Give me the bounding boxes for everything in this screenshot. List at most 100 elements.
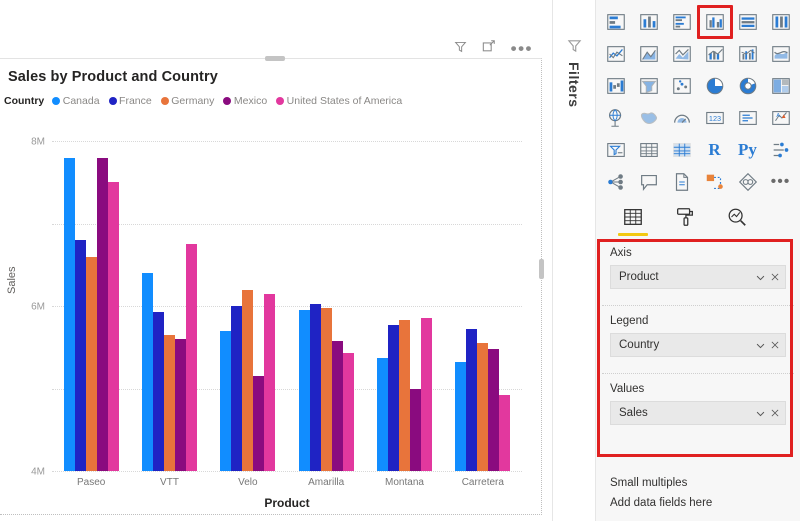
q-and-a-icon[interactable] <box>635 168 663 196</box>
bar[interactable] <box>420 318 432 471</box>
bar[interactable] <box>499 394 511 471</box>
bar[interactable] <box>466 328 478 471</box>
scatter-chart-icon[interactable] <box>668 72 696 100</box>
gauge-icon[interactable] <box>668 104 696 132</box>
field-wells[interactable]: Axis Product Legend Country Values Sales <box>596 238 800 425</box>
key-influencers-icon[interactable] <box>767 136 795 164</box>
filters-pane-collapsed[interactable]: Filters <box>552 0 596 521</box>
python-visual-icon[interactable]: Py <box>738 140 757 159</box>
map-icon[interactable] <box>602 104 630 132</box>
chart-legend[interactable]: Country Canada France Germany Mexico United … <box>4 95 407 107</box>
bar[interactable] <box>220 330 232 471</box>
more-options-icon[interactable]: ••• <box>510 38 533 58</box>
area-chart-icon[interactable] <box>635 40 663 68</box>
filled-map-icon[interactable] <box>635 104 663 132</box>
pane-tabs[interactable] <box>596 196 800 238</box>
donut-chart-icon[interactable] <box>734 72 762 100</box>
legend-item[interactable]: Mexico <box>223 95 267 107</box>
slicer-icon[interactable] <box>602 136 630 164</box>
focus-mode-icon[interactable] <box>482 39 496 58</box>
line-and-stacked-column-chart-icon[interactable] <box>701 40 729 68</box>
bar[interactable] <box>331 341 343 471</box>
chevron-down-icon[interactable] <box>755 340 766 351</box>
table-icon[interactable] <box>635 136 663 164</box>
bar[interactable] <box>141 273 153 471</box>
paginated-report-icon[interactable] <box>701 168 729 196</box>
bar[interactable] <box>298 310 310 471</box>
line-and-clustered-column-chart-icon[interactable] <box>734 40 762 68</box>
clustered-column-chart-visual[interactable]: ••• Sales by Product and Country Country… <box>0 40 544 515</box>
bar[interactable] <box>409 388 421 471</box>
resize-handle-top[interactable] <box>265 56 285 61</box>
funnel-chart-icon[interactable] <box>635 72 663 100</box>
close-icon[interactable] <box>770 340 780 350</box>
bar[interactable] <box>477 343 489 471</box>
100-percent-stacked-bar-chart-icon[interactable] <box>734 8 762 36</box>
bar-groups[interactable] <box>52 141 522 471</box>
bar[interactable] <box>398 320 410 471</box>
treemap-icon[interactable] <box>767 72 795 100</box>
bar[interactable] <box>253 376 265 471</box>
power-apps-icon[interactable] <box>734 168 762 196</box>
filter-funnel-icon[interactable] <box>567 38 582 58</box>
bar[interactable] <box>63 157 75 471</box>
bar[interactable] <box>163 334 175 471</box>
legend-item[interactable]: France <box>108 95 152 107</box>
field-chip-country[interactable]: Country <box>610 333 786 357</box>
bar[interactable] <box>152 312 164 471</box>
stacked-column-chart-icon[interactable] <box>635 8 663 36</box>
waterfall-chart-icon[interactable] <box>602 72 630 100</box>
bar[interactable] <box>107 182 119 471</box>
legend-item[interactable]: Canada <box>52 95 100 107</box>
r-script-visual-icon[interactable]: R <box>708 140 721 159</box>
visualization-type-gallery[interactable]: 123 A R Py ••• <box>599 5 797 198</box>
bar[interactable] <box>85 256 97 471</box>
close-icon[interactable] <box>770 272 780 282</box>
small-multiples-well[interactable]: Small multiples Add data fields here <box>596 468 800 517</box>
bar[interactable] <box>96 157 108 471</box>
filter-icon[interactable] <box>454 40 467 58</box>
bar[interactable] <box>174 339 186 471</box>
bar[interactable] <box>309 303 321 471</box>
chevron-down-icon[interactable] <box>755 408 766 419</box>
matrix-icon[interactable] <box>668 136 696 164</box>
visualizations-pane[interactable]: 123 A R Py ••• <box>596 0 800 521</box>
field-chip-sales[interactable]: Sales <box>610 401 786 425</box>
multi-row-card-icon[interactable] <box>734 104 762 132</box>
smart-narrative-icon[interactable] <box>668 168 696 196</box>
100-percent-stacked-column-chart-icon[interactable] <box>767 8 795 36</box>
stacked-bar-chart-icon[interactable] <box>602 8 630 36</box>
bar[interactable] <box>387 324 399 471</box>
bar[interactable] <box>455 361 467 471</box>
legend-item[interactable]: Germany <box>160 95 214 107</box>
stacked-area-chart-icon[interactable] <box>668 40 696 68</box>
bar[interactable] <box>488 349 500 471</box>
bar[interactable] <box>376 357 388 471</box>
bar[interactable] <box>264 293 276 471</box>
format-tab[interactable] <box>670 201 700 233</box>
line-chart-icon[interactable] <box>602 40 630 68</box>
pie-chart-icon[interactable] <box>701 72 729 100</box>
report-canvas[interactable]: ••• Sales by Product and Country Country… <box>0 0 552 521</box>
field-chip-product[interactable]: Product <box>610 265 786 289</box>
clustered-bar-chart-icon[interactable] <box>668 8 696 36</box>
bar[interactable] <box>242 289 254 471</box>
more-visuals-icon[interactable]: ••• <box>770 173 791 190</box>
chevron-down-icon[interactable] <box>755 272 766 283</box>
bar[interactable] <box>74 240 86 471</box>
close-icon[interactable] <box>770 408 780 418</box>
legend-item[interactable]: United States of America <box>276 95 402 107</box>
ribbon-chart-icon[interactable] <box>767 40 795 68</box>
bar[interactable] <box>185 244 197 471</box>
card-icon[interactable]: 123 <box>701 104 729 132</box>
analytics-tab[interactable] <box>722 201 752 233</box>
resize-handle-right[interactable] <box>539 259 544 279</box>
bar[interactable] <box>231 306 243 471</box>
visual-header-toolbar[interactable]: ••• <box>454 39 533 58</box>
clustered-column-chart-icon[interactable] <box>696 5 733 39</box>
kpi-icon[interactable]: A <box>767 104 795 132</box>
decomposition-tree-icon[interactable] <box>602 168 630 196</box>
bar[interactable] <box>342 353 354 471</box>
fields-tab[interactable] <box>618 201 648 236</box>
bar[interactable] <box>320 308 332 471</box>
